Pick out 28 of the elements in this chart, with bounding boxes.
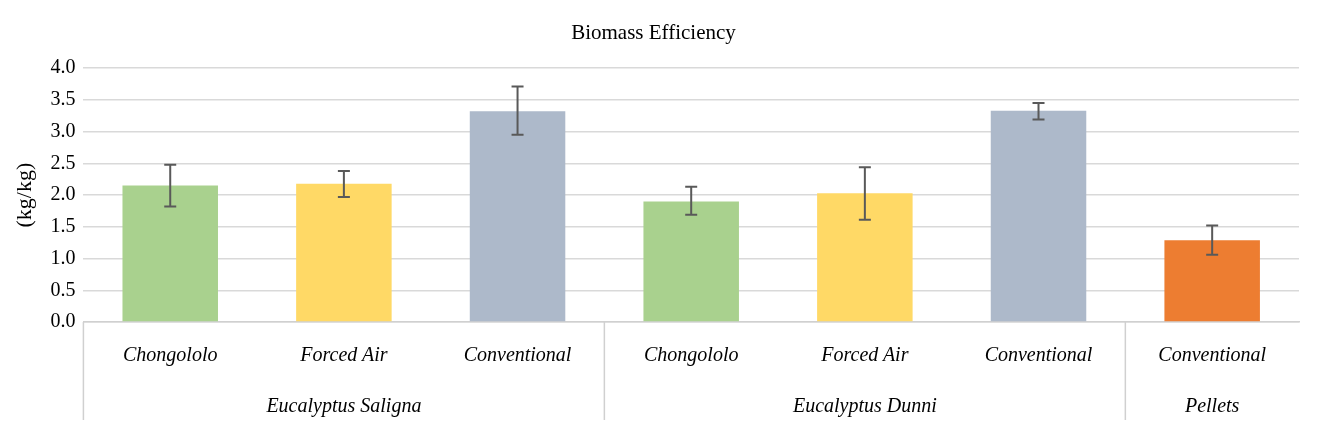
bar xyxy=(296,183,392,322)
text: Eucalyptus Dunni xyxy=(791,394,937,418)
bar xyxy=(643,201,739,322)
x-tick-label: Chongololo xyxy=(643,343,739,367)
y-tick-label: 1.0 xyxy=(50,245,76,268)
x-tick-label: Chongololo xyxy=(123,343,218,367)
x-tick-label: Conventional xyxy=(463,343,572,366)
x-tick-label: Forced Air xyxy=(820,343,909,366)
y-axis-title: (kg/kg) xyxy=(10,162,36,228)
x-tick-label: Conventional xyxy=(1158,343,1267,366)
y-tick-label: 2.5 xyxy=(50,150,76,173)
x-tick-label: Forced Air xyxy=(299,343,388,366)
y-tick-label: 3.0 xyxy=(50,118,76,141)
y-tick-label: 4.0 xyxy=(50,55,76,78)
chart-title: Biomass Efficiency xyxy=(571,20,737,45)
text: Pellets xyxy=(1183,394,1240,417)
y-tick-label: 0.5 xyxy=(50,277,76,300)
y-tick-label: 2.0 xyxy=(50,182,76,205)
bar xyxy=(1164,240,1260,322)
bar xyxy=(122,185,218,322)
text: Eucalyptus Saligna xyxy=(265,394,422,418)
x-tick-label: Conventional xyxy=(984,343,1093,366)
y-tick-label: 1.5 xyxy=(50,214,76,237)
bar xyxy=(469,111,566,322)
bar xyxy=(817,193,913,322)
bar xyxy=(990,110,1087,322)
y-tick-label: 0.0 xyxy=(50,309,76,332)
y-tick-label: 3.5 xyxy=(50,87,76,110)
